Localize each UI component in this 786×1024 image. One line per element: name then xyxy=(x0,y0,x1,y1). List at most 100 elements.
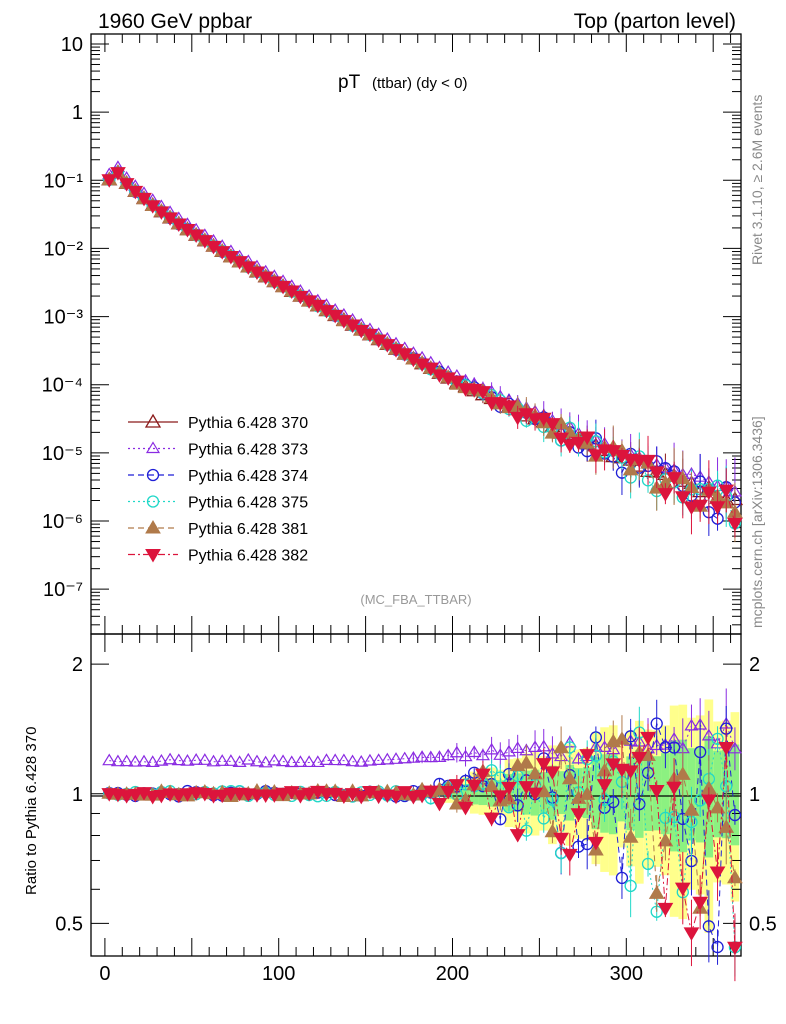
ratio-band-green xyxy=(556,771,566,815)
ratio-data-point xyxy=(727,741,742,754)
ratio-data-point xyxy=(553,832,569,847)
ratio-data-point xyxy=(622,765,639,779)
ratio-data-point xyxy=(676,812,689,826)
y-tick-label: 10⁻⁴ xyxy=(42,375,83,397)
ratio-data-point xyxy=(649,738,664,751)
ratio-data-point xyxy=(232,755,247,767)
ratio-data-point xyxy=(588,836,604,851)
ratio-data-point xyxy=(423,750,438,763)
ratio-data-point xyxy=(475,768,491,783)
main-frame xyxy=(90,33,742,635)
ratio-data-point xyxy=(310,755,325,768)
ratio-data-point xyxy=(440,785,457,800)
data-point xyxy=(544,418,561,432)
ratio-data-point xyxy=(267,753,282,766)
ratio-data-point xyxy=(527,765,543,780)
ratio-data-point xyxy=(561,770,578,785)
ratio-data-point xyxy=(683,802,700,816)
main-panel: 10⁻⁷ 10⁻⁶ 10⁻⁵ 10⁻⁴ 10⁻³ 10⁻² 10⁻¹ 1 10 pT (ttba… xyxy=(42,33,744,635)
ratio-data-point xyxy=(223,754,238,766)
ratio-y-tick-label: 2 xyxy=(749,654,760,676)
data-point xyxy=(622,461,639,476)
ratio-band-green xyxy=(643,755,653,831)
ratio-data-point xyxy=(579,749,596,763)
ratio-data-point xyxy=(128,754,143,767)
legend-marker-s374 xyxy=(146,468,160,482)
data-point xyxy=(448,375,465,390)
legend-marker-s382 xyxy=(145,549,161,563)
data-point xyxy=(127,185,144,200)
ratio-data-point xyxy=(118,790,135,804)
y-tick-label: 10⁻² xyxy=(44,238,84,260)
data-point xyxy=(674,491,691,505)
data-point xyxy=(579,431,596,446)
ratio-data-point xyxy=(700,794,717,808)
data-point xyxy=(553,432,569,447)
ratio-data-point xyxy=(527,787,543,802)
ratio-data-point xyxy=(284,755,299,768)
ratio-data-point xyxy=(249,754,265,767)
data-point xyxy=(101,174,118,188)
ratio-data-point xyxy=(388,752,404,764)
ratio-data-point xyxy=(197,753,212,765)
ratio-y-ticks: 0.5 0.5 1 1 2 2 xyxy=(55,654,777,935)
analysis-tag: (MC_FBA_TTBAR) xyxy=(360,592,471,607)
ratio-data-point xyxy=(145,755,160,768)
ratio-data-point xyxy=(475,748,490,761)
ratio-data-point xyxy=(466,779,483,794)
ratio-data-point xyxy=(518,755,535,769)
y-tick-label: 1 xyxy=(72,102,83,124)
ratio-data-point xyxy=(701,728,716,741)
ratio-data-point xyxy=(336,753,351,766)
ratio-band-green xyxy=(730,744,740,846)
ratio-data-point xyxy=(441,748,456,761)
header-right: Top (parton level) xyxy=(574,10,736,33)
ratio-frame xyxy=(90,633,742,957)
main-y-ticks: 10⁻⁷ 10⁻⁶ 10⁻⁵ 10⁻⁴ 10⁻³ 10⁻² 10⁻¹ 1 10 xyxy=(42,34,741,626)
ratio-data-point xyxy=(293,755,308,768)
main-series-group xyxy=(101,160,744,543)
ratio-data-point xyxy=(657,902,674,917)
data-point xyxy=(561,439,578,453)
ratio-data-point xyxy=(275,787,291,802)
data-point xyxy=(118,178,135,192)
ratio-ylabel: Ratio to Pythia 6.428 370 xyxy=(23,727,40,895)
data-point xyxy=(640,454,656,469)
ratio-data-point xyxy=(380,752,395,765)
ratio-data-point xyxy=(492,790,509,804)
ratio-data-point xyxy=(180,754,195,766)
ratio-data-point xyxy=(579,786,596,800)
legend-label-s382: Pythia 6.428 382 xyxy=(188,548,308,565)
legend-marker-s375 xyxy=(146,495,160,508)
ratio-data-point xyxy=(667,741,681,754)
legend-label-s373: Pythia 6.428 373 xyxy=(188,442,308,459)
ratio-data-point xyxy=(711,732,724,745)
ratio-data-point xyxy=(406,751,421,763)
ratio-data-point xyxy=(484,742,499,755)
ratio-data-point xyxy=(553,739,569,754)
ratio-data-point xyxy=(702,920,715,933)
ratio-data-point xyxy=(631,751,648,766)
ratio-data-point xyxy=(683,927,700,941)
mcplots-label: mcplots.cern.ch [arXiv:1306.3436] xyxy=(749,416,765,628)
data-point xyxy=(683,501,700,515)
ratio-data-point xyxy=(510,741,525,754)
ratio-data-point xyxy=(189,753,204,765)
ratio-data-point xyxy=(596,779,613,793)
x-tick-label: 200 xyxy=(436,963,469,985)
ratio-data-point xyxy=(546,793,559,806)
ratio-data-point xyxy=(544,766,561,780)
data-point xyxy=(709,501,726,515)
ratio-data-point xyxy=(414,789,430,804)
ratio-data-point xyxy=(432,750,447,762)
data-point xyxy=(700,486,717,501)
data-point xyxy=(422,362,439,377)
ratio-data-point xyxy=(292,790,309,804)
ratio-data-point xyxy=(144,790,161,805)
ratio-data-point xyxy=(171,753,186,766)
ratio-data-point xyxy=(319,753,334,766)
ratio-data-point xyxy=(674,766,691,780)
ratio-data-point xyxy=(353,790,370,805)
plot-title-main: pT xyxy=(338,72,361,93)
